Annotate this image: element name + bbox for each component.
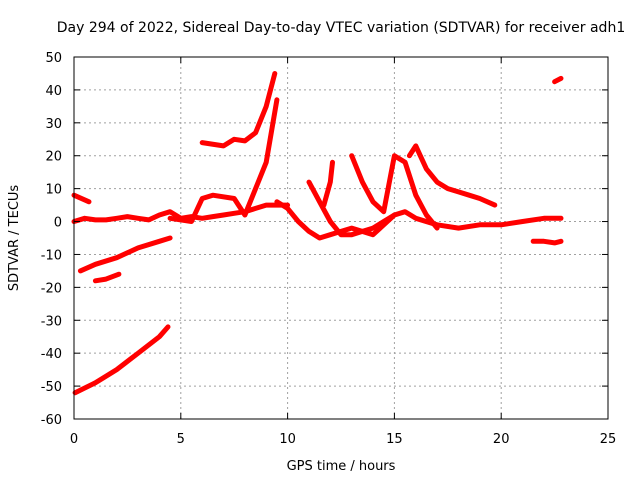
y-tick-label: 50 (45, 51, 62, 66)
y-tick-label: -20 (41, 281, 62, 296)
x-tick-label: 25 (600, 432, 617, 447)
y-tick-label: 20 (45, 150, 62, 165)
series-tail-H (530, 238, 564, 246)
y-tick-label: -10 (41, 248, 62, 263)
y-tick-label: -50 (41, 380, 62, 395)
y-tick-label: -30 (41, 314, 62, 329)
y-tick-label: 30 (45, 117, 62, 132)
series-tail-I (552, 75, 564, 85)
x-tick-label: 10 (279, 432, 296, 447)
series-loop-D (306, 179, 397, 238)
chart-title: Day 294 of 2022, Sidereal Day-to-day VTE… (57, 20, 625, 36)
series-hump-E (321, 159, 335, 208)
y-tick-label: 10 (45, 183, 62, 198)
series-early-neg (72, 324, 171, 396)
series-rise-B (199, 71, 278, 149)
x-tick-label: 0 (70, 432, 78, 447)
grid (74, 57, 608, 419)
x-tick-label: 15 (386, 432, 403, 447)
plot-frame (73, 56, 609, 420)
y-tick-label: 0 (54, 216, 62, 231)
series-short-low (92, 271, 122, 284)
series-rise-A (167, 97, 280, 224)
series-peak-G (406, 143, 498, 208)
axis-ticks: -60 -50 -40 -30 -20 -10 0 10 20 30 40 50 0 5 10 15 20 25 (41, 51, 617, 447)
series-peak-F (349, 153, 440, 231)
y-tick-label: -40 (41, 347, 62, 362)
x-tick-label: 5 (177, 432, 185, 447)
data-series-group (71, 71, 564, 396)
series-early-pos (71, 192, 92, 205)
y-tick-label: 40 (45, 84, 62, 99)
y-axis-label: SDTVAR / TECUs (7, 185, 22, 292)
x-axis-label: GPS time / hours (287, 459, 396, 474)
series-dip-C (274, 199, 564, 241)
y-tick-label: -60 (41, 413, 62, 428)
x-tick-label: 20 (493, 432, 510, 447)
series-early-rise (77, 235, 173, 274)
